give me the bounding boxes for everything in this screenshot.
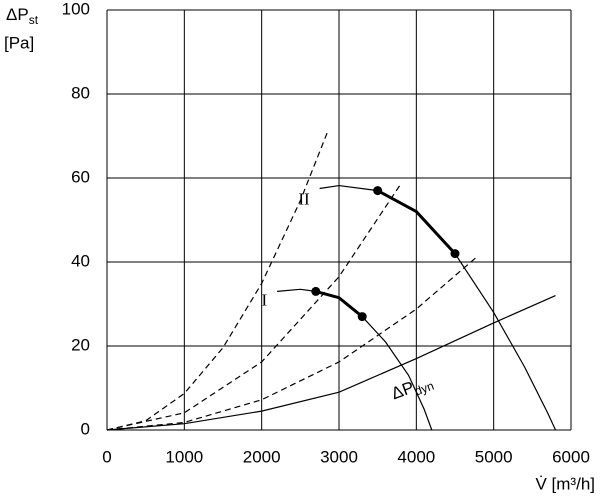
operating-point: [357, 312, 367, 322]
curve-label-main: ΔP: [389, 378, 417, 404]
curve: [319, 184, 557, 431]
x-axis-label: V̇ [m³/h]: [535, 474, 595, 493]
curve: [106, 255, 479, 431]
curve-label: I: [261, 290, 267, 309]
y-tick-label: 20: [71, 335, 90, 354]
operating-point: [450, 249, 460, 259]
y-tick-label: 60: [71, 167, 90, 186]
y-label-sub: st: [29, 13, 39, 27]
x-tick-label: 1000: [165, 447, 203, 466]
y-tick-label: 0: [81, 419, 90, 438]
x-tick-label: 6000: [552, 447, 590, 466]
curve-label: II: [298, 189, 310, 208]
operating-point: [373, 186, 383, 196]
y-axis-unit: [Pa]: [4, 33, 34, 52]
curve-label: ΔPdyn: [389, 372, 436, 407]
x-tick-label: 4000: [397, 447, 435, 466]
x-tick-label: 3000: [320, 447, 358, 466]
operating-point: [311, 286, 321, 296]
y-axis-label: ΔPst: [6, 5, 39, 27]
x-tick-label: 0: [102, 447, 111, 466]
y-tick-label: 40: [71, 251, 90, 270]
x-tick-label: 5000: [475, 447, 513, 466]
x-tick-label: 2000: [243, 447, 281, 466]
curve-label-sub: dyn: [413, 379, 436, 399]
curve: [106, 183, 402, 431]
y-label-main: ΔP: [6, 5, 29, 24]
curve: [106, 295, 556, 431]
curve: [376, 189, 457, 255]
y-tick-label: 80: [71, 83, 90, 102]
curve: [106, 131, 328, 431]
y-tick-label: 100: [62, 0, 90, 18]
